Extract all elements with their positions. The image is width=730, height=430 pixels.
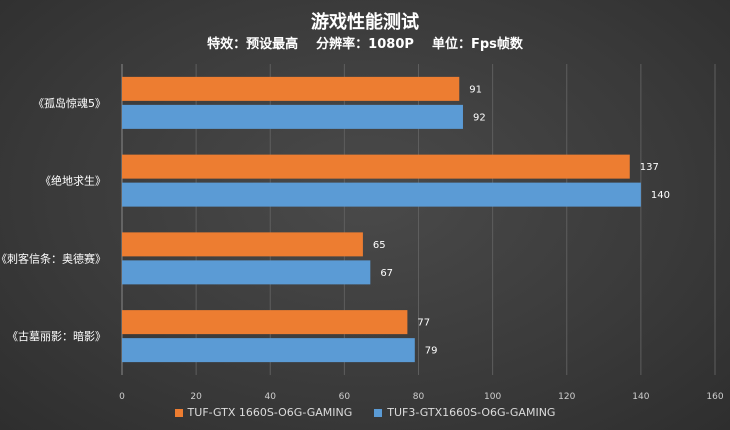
data-label: 92 (473, 112, 486, 123)
bar-2 (122, 338, 415, 363)
data-label: 91 (469, 84, 482, 95)
bars (122, 76, 641, 363)
data-label: 79 (425, 346, 438, 357)
bar-1 (122, 76, 460, 101)
chart-title: 游戏性能测试 (311, 12, 419, 33)
x-tick-label: 60 (339, 392, 351, 402)
legend-swatch-series-1 (174, 408, 183, 417)
x-tick-label: 140 (632, 392, 649, 402)
legend-item-series-2: TUF3-GTX1660S-O6G-GAMING (374, 406, 555, 419)
bar-1 (122, 154, 630, 179)
bar-1 (122, 232, 363, 257)
labels: 0 20 40 60 80 100 120 140 160 91 92 《孤岛惊魂5》 137 140 《绝… (0, 84, 724, 402)
chart-subtitle: 特效：预设最高 分辨率：1080P 单位：Fps帧数 (207, 37, 523, 52)
x-tick-label: 0 (119, 392, 125, 402)
category-label: 《古墓丽影：暗影》 (7, 329, 106, 343)
x-tick-label: 80 (413, 392, 425, 402)
legend-label-series-2: TUF3-GTX1660S-O6G-GAMING (387, 406, 556, 419)
bar-2 (122, 182, 641, 207)
data-label: 77 (417, 318, 430, 329)
legend-label-series-1: TUF-GTX 1660S-O6G-GAMING (187, 406, 353, 419)
category-label: 《刺客信条：奥德赛》 (0, 251, 106, 265)
data-label: 67 (380, 268, 393, 279)
category-label: 《孤岛惊魂5》 (33, 96, 106, 110)
legend: TUF-GTX 1660S-O6G-GAMING TUF3-GTX1660S-O… (0, 406, 730, 419)
bar-1 (122, 310, 408, 335)
x-tick-label: 160 (706, 392, 723, 402)
category-label: 《绝地求生》 (40, 174, 106, 188)
x-tick-label: 100 (484, 392, 501, 402)
x-tick-label: 20 (190, 392, 202, 402)
data-label: 65 (373, 240, 386, 251)
legend-item-series-1: TUF-GTX 1660S-O6G-GAMING (174, 406, 353, 419)
x-tick-label: 120 (558, 392, 575, 402)
bar-2 (122, 260, 371, 285)
x-tick-label: 40 (265, 392, 277, 402)
data-label: 137 (640, 162, 659, 173)
data-label: 140 (651, 190, 670, 201)
bar-2 (122, 104, 463, 129)
legend-swatch-series-2 (374, 408, 383, 417)
